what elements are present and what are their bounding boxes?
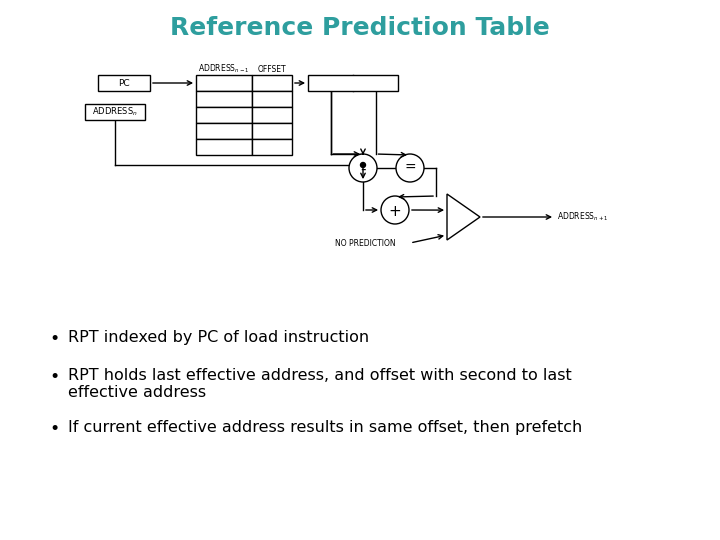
Bar [85,104,145,120]
Bar [98,75,150,91]
Bar [252,75,292,91]
Bar [308,75,398,91]
Text: If current effective address results in same offset, then prefetch: If current effective address results in … [68,420,582,435]
Text: Reference Prediction Table: Reference Prediction Table [170,16,550,40]
Bar [196,107,252,123]
Text: PC: PC [118,78,130,87]
Bar [196,123,252,139]
Text: =: = [404,161,416,175]
Text: ADDRESS$_n$: ADDRESS$_n$ [92,106,138,118]
Bar [252,107,292,123]
Bar [252,123,292,139]
Text: •: • [50,420,60,438]
Text: ADDRESS$_{n-1}$: ADDRESS$_{n-1}$ [198,63,250,75]
Text: NO PREDICTION: NO PREDICTION [335,239,395,247]
Bar [196,75,252,91]
Circle shape [396,154,424,182]
Text: RPT indexed by PC of load instruction: RPT indexed by PC of load instruction [68,330,369,345]
Bar [196,139,252,155]
Circle shape [381,196,409,224]
Bar [252,91,292,107]
Circle shape [361,163,366,167]
Text: -: - [360,161,366,177]
Text: OFFSET: OFFSET [258,64,287,73]
Text: ADDRESS$_{n+1}$: ADDRESS$_{n+1}$ [557,211,608,223]
Text: RPT holds last effective address, and offset with second to last
effective addre: RPT holds last effective address, and of… [68,368,572,400]
Bar [196,91,252,107]
Text: •: • [50,368,60,386]
Text: •: • [50,330,60,348]
Polygon shape [447,194,480,240]
Text: +: + [389,204,401,219]
Bar [252,139,292,155]
Circle shape [349,154,377,182]
